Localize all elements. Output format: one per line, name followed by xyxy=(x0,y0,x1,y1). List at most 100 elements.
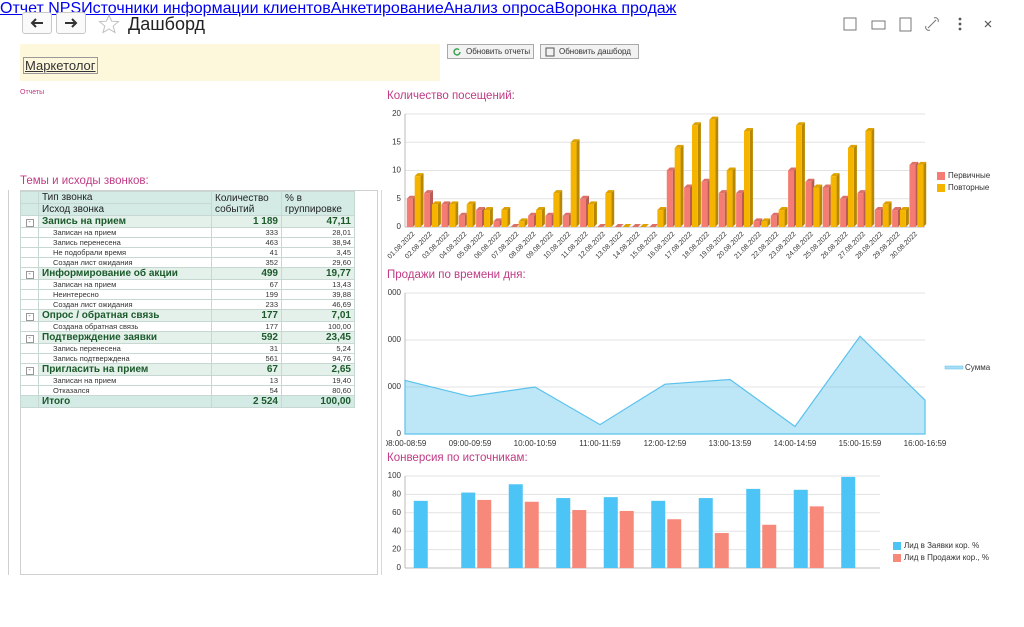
total-row: Итого 2 524 100,00 xyxy=(20,395,355,408)
collapse-icon[interactable]: - xyxy=(25,367,34,375)
bar xyxy=(424,193,430,227)
bar-top xyxy=(788,167,797,171)
profile-name[interactable]: Маркетолог xyxy=(23,57,98,74)
legend-label: Сумма xyxy=(965,363,991,372)
tree-cell xyxy=(20,203,39,216)
forward-button[interactable] xyxy=(56,12,86,34)
bar xyxy=(709,119,716,227)
legend-label: Повторные xyxy=(948,183,990,192)
back-button[interactable] xyxy=(22,12,52,34)
bar-side xyxy=(541,207,545,227)
detail-percent: 13,43 xyxy=(281,279,355,290)
bar xyxy=(874,210,881,227)
collapse-icon[interactable]: - xyxy=(25,313,34,321)
refresh-dashboard-button[interactable]: Обновить дашборд xyxy=(540,44,639,59)
tree-cell: - xyxy=(20,331,39,344)
bar xyxy=(830,176,837,227)
close-icon[interactable] xyxy=(984,20,992,28)
bar xyxy=(508,484,523,568)
group-name: Запись на прием xyxy=(38,215,212,228)
detail-row: Создан лист ожидания 233 46,69 xyxy=(20,299,355,310)
header-row: Тип звонка Количество событий% в группиро… xyxy=(20,191,355,216)
detail-name: Создана обратная связь xyxy=(38,321,212,332)
bar-top xyxy=(865,127,875,131)
bar-side xyxy=(593,201,597,227)
bar-top xyxy=(493,218,503,222)
detail-row: Не подобрали время 41 3,45 xyxy=(20,247,355,258)
collapse-icon[interactable]: - xyxy=(25,271,34,279)
bar xyxy=(466,204,473,227)
report-link[interactable]: Анкетирование xyxy=(330,0,444,17)
bar-top xyxy=(441,201,451,205)
bar-top xyxy=(597,224,607,227)
x-tick-label: 12:00-12:59 xyxy=(644,439,687,448)
bar-side xyxy=(576,139,580,227)
detail-percent: 38,94 xyxy=(281,237,355,248)
bar-side xyxy=(715,116,719,227)
bar xyxy=(588,204,594,227)
tree-cell xyxy=(20,289,39,300)
bar-top xyxy=(406,195,416,199)
bar-top xyxy=(882,201,892,205)
bar xyxy=(793,489,808,568)
y-tick-label: 40 xyxy=(392,526,401,535)
group-count: 177 xyxy=(211,309,282,322)
print-icon[interactable] xyxy=(871,20,886,30)
x-tick-label: 16:00-16:59 xyxy=(904,439,947,448)
tree-cell: - xyxy=(20,215,39,228)
y-tick-label: 20 xyxy=(392,545,401,554)
bar-top xyxy=(657,207,667,211)
detail-count: 67 xyxy=(211,279,282,290)
bar-side xyxy=(749,127,753,227)
bar-top xyxy=(588,201,597,205)
preview-icon[interactable] xyxy=(899,17,912,32)
bar-top xyxy=(632,224,641,227)
detail-percent: 28,01 xyxy=(281,227,355,238)
bar xyxy=(441,204,448,227)
bar-top xyxy=(857,190,867,194)
bar-top xyxy=(432,201,441,205)
legend-swatch xyxy=(937,184,945,192)
report-link[interactable]: Воронка продаж xyxy=(554,0,677,17)
bar-top xyxy=(536,207,545,211)
collapse-icon[interactable]: - xyxy=(25,219,34,227)
bar xyxy=(674,147,681,227)
group-row: - Информирование об акции 499 19,77 xyxy=(20,267,355,280)
refresh-reports-button[interactable]: Обновить отчеты xyxy=(447,44,534,59)
bar xyxy=(524,501,539,568)
x-tick-label: 13:00-13:59 xyxy=(709,439,752,448)
bar-side xyxy=(472,201,476,227)
bar xyxy=(788,170,794,227)
total-name: Итого xyxy=(38,395,212,408)
link-icon[interactable] xyxy=(925,17,939,31)
report-link[interactable]: Анализ опроса xyxy=(443,0,555,17)
bar-top xyxy=(778,207,788,211)
bar xyxy=(484,210,490,227)
report-link[interactable]: Источники информации клиентов xyxy=(81,0,331,17)
favorite-star[interactable] xyxy=(98,13,120,35)
bar xyxy=(698,498,713,568)
bar xyxy=(518,221,525,227)
group-percent: 23,45 xyxy=(281,331,355,344)
legend-label: Лид в Заявки кор. % xyxy=(904,541,979,550)
bar-top xyxy=(840,195,849,199)
total-percent: 100,00 xyxy=(281,395,355,408)
more-icon[interactable] xyxy=(958,17,962,31)
bar-side xyxy=(524,218,528,227)
chart-title: Количество посещений: xyxy=(387,90,515,102)
bar xyxy=(570,142,577,227)
group-name: Пригласить на прием xyxy=(38,363,212,376)
bar xyxy=(718,193,725,227)
area xyxy=(404,335,926,435)
detail-name: Запись подтверждена xyxy=(38,353,212,364)
group-name: Подтверждение заявки xyxy=(38,331,212,344)
y-tick-label: 0 xyxy=(397,429,402,438)
detail-row: Запись перенесена 463 38,94 xyxy=(20,237,355,248)
page-title: Дашборд xyxy=(128,14,206,34)
save-icon[interactable] xyxy=(843,17,857,31)
bar xyxy=(657,210,664,227)
collapse-icon[interactable]: - xyxy=(25,335,34,343)
bar-top xyxy=(909,161,919,165)
bar-top xyxy=(614,224,624,227)
group-row: - Опрос / обратная связь 177 7,01 xyxy=(20,309,355,322)
